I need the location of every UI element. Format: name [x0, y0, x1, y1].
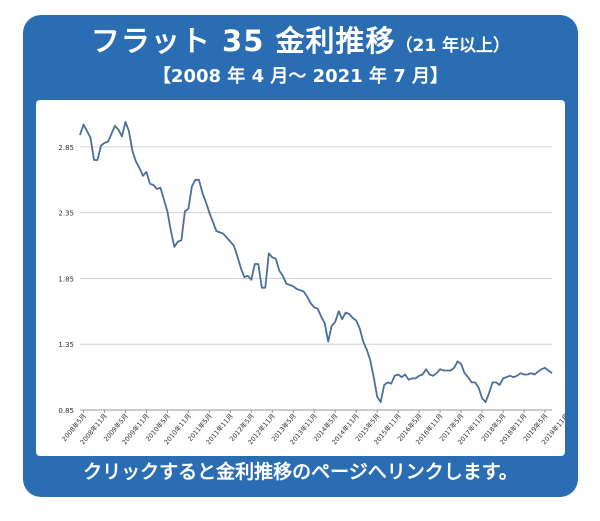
chart-page-link[interactable]: クリックすると金利推移のページへリンクします。 — [83, 461, 518, 483]
title-main: フラット 35 金利推移 — [90, 24, 396, 58]
rate-series-line — [79, 120, 553, 404]
title-note: （21 年以上） — [395, 36, 511, 56]
period-subtitle: 【2008 年 4 月～ 2021 年 7 月】 — [152, 66, 449, 87]
y-tick-label: 0.85 — [58, 407, 74, 415]
chart-link-panel[interactable]: 0.85 1.35 1.85 2.35 2.85 2008年5月 2008年11月 2009年… — [36, 100, 565, 456]
y-tick-label: 1.85 — [58, 275, 74, 283]
page-title: フラット 35 金利推移（21 年以上） — [23, 24, 578, 63]
interest-rate-chart[interactable]: 0.851.351.852.352.852008年5月2008年11月2009年… — [36, 100, 565, 456]
y-tick-label: 1.35 — [58, 341, 74, 349]
y-tick-label: 2.85 — [58, 144, 74, 152]
y-tick-label: 2.35 — [58, 210, 74, 218]
